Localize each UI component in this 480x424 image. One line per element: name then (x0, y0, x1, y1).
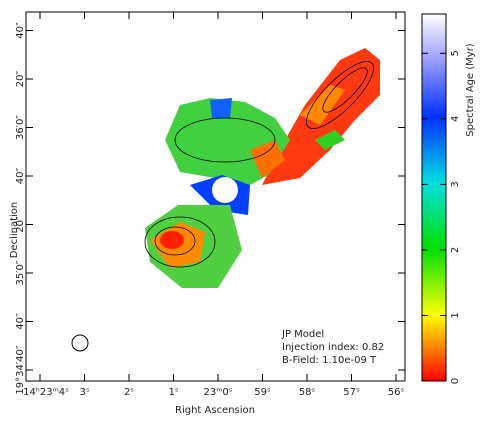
x-tick-label: 59ˢ (254, 387, 271, 398)
x-axis-label: Right Ascension (175, 405, 255, 416)
y-tick-label: 20″ (15, 71, 26, 88)
x-tick-label: 2ˢ (124, 387, 134, 398)
y-tick-label: 19°34′40″ (15, 345, 26, 394)
x-tick-label: 14ʰ23ᵐ4ˢ (23, 387, 69, 398)
x-tick-label: 58ˢ (299, 387, 316, 398)
colorbar-tick-label: 4 (450, 116, 461, 122)
colorbar-tick-label: 5 (450, 50, 461, 56)
colorbar-label: Spectral Age (Myr) (465, 43, 476, 137)
plot-frame (25, 11, 406, 382)
x-tick-label: 57ˢ (343, 387, 360, 398)
x-tick-label: 56ˢ (388, 387, 405, 398)
colorbar-tick-label: 2 (450, 247, 461, 253)
annotation: B-Field: 1.10e-09 T (282, 355, 377, 366)
y-tick-label: 20″ (15, 216, 26, 233)
x-tick-label: 1ˢ (168, 387, 178, 398)
colorbar-tick-label: 1 (450, 312, 461, 318)
y-tick-label: 40″ (15, 168, 26, 185)
y-tick-label: 36′0″ (15, 115, 26, 140)
colorbar (421, 13, 447, 382)
beam (71, 334, 89, 352)
y-axis-label: Declination (9, 202, 20, 259)
y-tick-label: 40″ (15, 22, 26, 39)
y-tick-label: 40″ (15, 313, 26, 330)
colorbar-tick-label: 3 (450, 181, 461, 187)
x-tick-label: 3ˢ (79, 387, 89, 398)
y-tick-label: 35′0″ (15, 260, 26, 285)
spectral-age-map (144, 48, 380, 288)
annotation: JP Model (281, 329, 324, 340)
x-tick-label: 23ᵐ0ˢ (203, 387, 232, 398)
colorbar-tick-label: 0 (450, 378, 461, 384)
annotation: Injection index: 0.82 (282, 342, 384, 353)
